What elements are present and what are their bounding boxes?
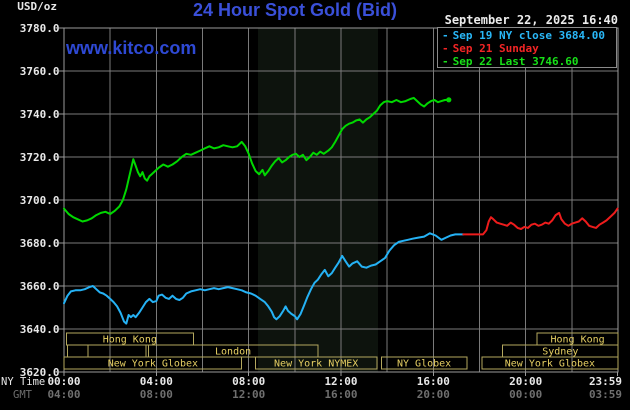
legend-dash-icon: -	[442, 42, 449, 55]
session-label: New York Globex	[108, 359, 198, 370]
session-label: London	[215, 347, 251, 358]
session-box	[481, 356, 619, 370]
legend-box: - Sep 19 NY close 3684.00- Sep 21 Sunday - S…	[437, 27, 617, 68]
x-tick-label-gmt: 04:00	[47, 388, 80, 401]
y-tick-label: 3740.0	[20, 108, 60, 121]
session-label: New York NYMEX	[274, 359, 358, 370]
x-tick-label-ny: 04:00	[140, 375, 173, 388]
x-tick-label-gmt: 20:00	[417, 388, 450, 401]
y-tick-label: 3640.0	[20, 323, 60, 336]
y-tick-label: 3760.0	[20, 65, 60, 78]
y-tick-label: 3680.0	[20, 237, 60, 250]
gmt-axis-label: GMT	[13, 389, 33, 401]
x-tick-label-ny: 16:00	[417, 375, 450, 388]
legend-item-2: - Sep 22 Last 3746.60	[438, 55, 616, 68]
x-tick-label-gmt: 00:00	[509, 388, 542, 401]
legend-item-0: - Sep 19 NY close 3684.00	[438, 29, 616, 42]
session-box	[255, 356, 378, 370]
x-tick-label-ny: 20:00	[509, 375, 542, 388]
ny-time-axis-label: NY Time	[1, 376, 45, 388]
x-tick-label-ny: 08:00	[232, 375, 265, 388]
chart-title: 24 Hour Spot Gold (Bid)	[193, 0, 397, 20]
series-line-sep-22-last	[63, 96, 450, 223]
datetime-label: September 22, 2025 16:40	[444, 13, 618, 27]
session-box	[380, 356, 468, 370]
series-line-sep-19-ny-close	[63, 232, 465, 325]
x-tick-label-gmt: 03:59	[589, 388, 622, 401]
y-tick-label: 3700.0	[20, 194, 60, 207]
x-tick-label-gmt: 08:00	[140, 388, 173, 401]
y-axis-unit-label: USD/oz	[17, 0, 57, 13]
session-label: NY Globex	[397, 359, 451, 370]
session-label: New York Globex	[505, 359, 595, 370]
session-label: Hong Kong	[551, 335, 605, 346]
session-box	[87, 344, 147, 358]
y-tick-label: 3660.0	[20, 280, 60, 293]
legend-item-label: Sep 21 Sunday	[452, 42, 539, 55]
y-tick-label: 3620.0	[20, 366, 60, 379]
legend-item-label: Sep 19 NY close 3684.00	[452, 29, 605, 42]
kitco-watermark-link[interactable]: www.kitco.com	[66, 38, 197, 58]
legend-item-1: - Sep 21 Sunday	[438, 42, 616, 55]
x-tick-label-ny: 12:00	[324, 375, 357, 388]
session-label: Sydney	[542, 347, 578, 358]
session-box	[63, 356, 243, 370]
x-tick-label-gmt: 12:00	[232, 388, 265, 401]
x-tick-label-gmt: 16:00	[324, 388, 357, 401]
y-tick-label: 3780.0	[20, 22, 60, 35]
legend-dash-icon: -	[442, 29, 449, 42]
x-tick-label-ny: 23:59	[589, 375, 622, 388]
legend-dash-icon: -	[442, 55, 449, 68]
legend-item-label: Sep 22 Last 3746.60	[452, 55, 579, 68]
last-price-marker	[446, 97, 452, 103]
y-tick-label: 3720.0	[20, 151, 60, 164]
session-box	[66, 344, 89, 358]
x-tick-label-ny: 00:00	[47, 375, 80, 388]
session-label: Hong Kong	[103, 335, 157, 346]
series-line-sep-21-sunday	[462, 207, 619, 236]
